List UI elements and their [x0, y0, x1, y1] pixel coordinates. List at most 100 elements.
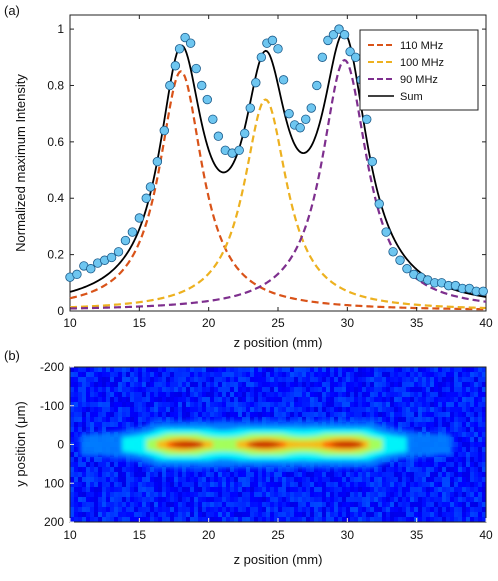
heatmap-noise-cell	[266, 377, 270, 382]
heatmap-noise-cell	[334, 412, 338, 417]
heatmap-noise-cell	[234, 477, 238, 482]
legend-label-100: 100 MHz	[400, 57, 444, 69]
heatmap-noise-cell	[198, 517, 202, 522]
heatmap-noise-cell	[126, 487, 130, 492]
heatmap-noise-cell	[226, 497, 230, 502]
heatmap-noise-cell	[298, 387, 302, 392]
heatmap-noise-cell	[170, 492, 174, 497]
heatmap-noise-cell	[318, 487, 322, 492]
heatmap-noise-cell	[362, 397, 366, 402]
heatmap-noise-cell	[138, 412, 142, 417]
heatmap-noise-cell	[274, 417, 278, 422]
heatmap-beam-cell	[236, 441, 241, 448]
heatmap-noise-cell	[186, 387, 190, 392]
heatmap-noise-cell	[458, 422, 462, 427]
heatmap-noise-cell	[442, 387, 446, 392]
heatmap-noise-cell	[374, 367, 378, 372]
heatmap-noise-cell	[458, 477, 462, 482]
heatmap-noise-cell	[298, 412, 302, 417]
heatmap-noise-cell	[426, 392, 430, 397]
heatmap-noise-cell	[286, 382, 290, 387]
heatmap-noise-cell	[338, 377, 342, 382]
heatmap-noise-cell	[286, 492, 290, 497]
heatmap-noise-cell	[126, 387, 130, 392]
heatmap-noise-cell	[434, 477, 438, 482]
heatmap-noise-cell	[478, 432, 482, 437]
heatmap-noise-cell	[234, 472, 238, 477]
heatmap-noise-cell	[130, 392, 134, 397]
heatmap-noise-cell	[474, 492, 478, 497]
heatmap-noise-cell	[86, 497, 90, 502]
heatmap-noise-cell	[182, 477, 186, 482]
heatmap-noise-cell	[474, 407, 478, 412]
heatmap-noise-cell	[86, 407, 90, 412]
heatmap-noise-cell	[470, 452, 474, 457]
heatmap-noise-cell	[478, 452, 482, 457]
heatmap-noise-cell	[250, 517, 254, 522]
heatmap-noise-cell	[410, 512, 414, 517]
heatmap-noise-cell	[122, 517, 126, 522]
heatmap-noise-cell	[98, 512, 102, 517]
heatmap-noise-cell	[222, 492, 226, 497]
heatmap-noise-cell	[442, 492, 446, 497]
heatmap-noise-cell	[310, 367, 314, 372]
heatmap-noise-cell	[118, 427, 122, 432]
heatmap-noise-cell	[190, 402, 194, 407]
heatmap-noise-cell	[246, 382, 250, 387]
heatmap-noise-cell	[414, 502, 418, 507]
heatmap-noise-cell	[178, 392, 182, 397]
heatmap-noise-cell	[466, 432, 470, 437]
heatmap-noise-cell	[286, 477, 290, 482]
heatmap-noise-cell	[138, 502, 142, 507]
heatmap-noise-cell	[294, 472, 298, 477]
heatmap-noise-cell	[398, 417, 402, 422]
heatmap-noise-cell	[86, 397, 90, 402]
heatmap-beam-cell	[163, 439, 168, 450]
heatmap-noise-cell	[130, 502, 134, 507]
heatmap-noise-cell	[254, 482, 258, 487]
heatmap-noise-cell	[254, 407, 258, 412]
heatmap-noise-cell	[278, 487, 282, 492]
heatmap-noise-cell	[434, 367, 438, 372]
heatmap-noise-cell	[398, 457, 402, 462]
heatmap-noise-cell	[90, 382, 94, 387]
heatmap-noise-cell	[222, 402, 226, 407]
heatmap-noise-cell	[206, 372, 210, 377]
heatmap-noise-cell	[466, 507, 470, 512]
heatmap-noise-cell	[86, 367, 90, 372]
heatmap-noise-cell	[198, 497, 202, 502]
heatmap-noise-cell	[462, 472, 466, 477]
heatmap-noise-cell	[398, 512, 402, 517]
heatmap-noise-cell	[298, 507, 302, 512]
heatmap-noise-cell	[122, 422, 126, 427]
heatmap-noise-cell	[98, 387, 102, 392]
heatmap-noise-cell	[82, 382, 86, 387]
heatmap-beam-cell	[326, 442, 331, 447]
heatmap-noise-cell	[406, 372, 410, 377]
heatmap-noise-cell	[466, 497, 470, 502]
heatmap-noise-cell	[254, 507, 258, 512]
heatmap-noise-cell	[106, 377, 110, 382]
heatmap-noise-cell	[194, 367, 198, 372]
heatmap-beam-cell	[375, 438, 380, 451]
heatmap-noise-cell	[86, 417, 90, 422]
heatmap-noise-cell	[414, 487, 418, 492]
heatmap-noise-cell	[418, 417, 422, 422]
heatmap-noise-cell	[118, 487, 122, 492]
heatmap-noise-cell	[82, 417, 86, 422]
heatmap-noise-cell	[394, 367, 398, 372]
heatmap-noise-cell	[462, 417, 466, 422]
heatmap-noise-cell	[226, 502, 230, 507]
heatmap-noise-cell	[410, 382, 414, 387]
heatmap-noise-cell	[250, 512, 254, 517]
heatmap-noise-cell	[158, 412, 162, 417]
heatmap-noise-cell	[458, 497, 462, 502]
heatmap-noise-cell	[166, 512, 170, 517]
heatmap-noise-cell	[70, 517, 74, 522]
heatmap-noise-cell	[254, 412, 258, 417]
heatmap-noise-cell	[130, 512, 134, 517]
heatmap-noise-cell	[110, 407, 114, 412]
heatmap-noise-cell	[74, 442, 78, 447]
heatmap-noise-cell	[102, 382, 106, 387]
heatmap-noise-cell	[122, 367, 126, 372]
